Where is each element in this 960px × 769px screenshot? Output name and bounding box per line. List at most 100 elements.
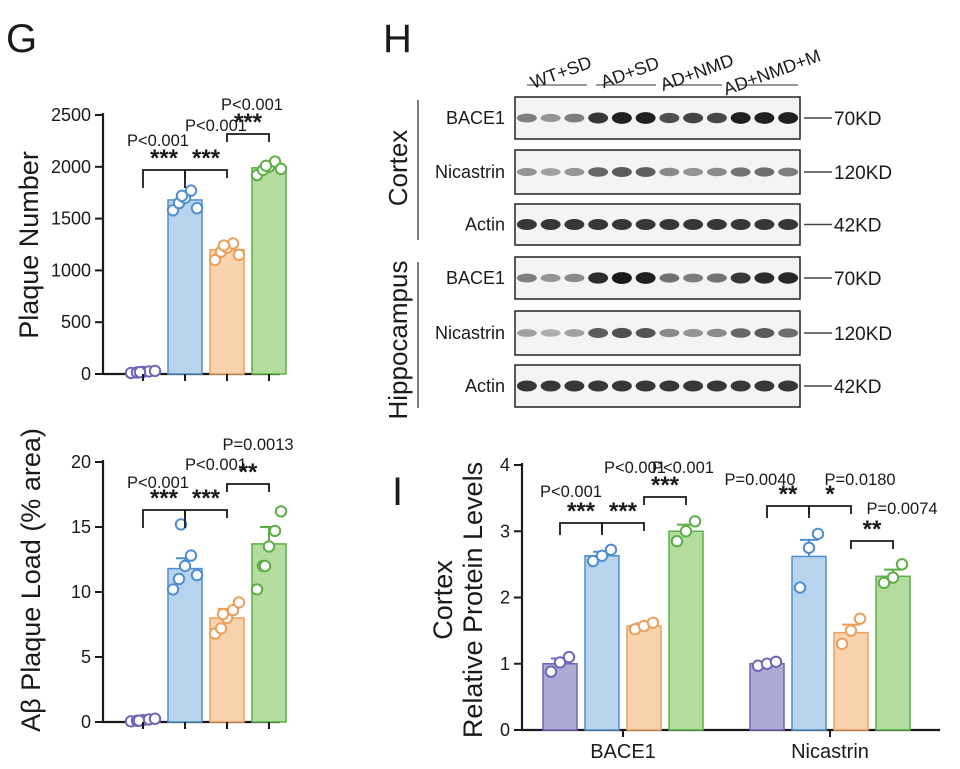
blot-band xyxy=(564,329,585,337)
blot-band xyxy=(754,380,775,392)
data-point-ad-nmd xyxy=(217,239,231,252)
p-value-label: P<0.001 xyxy=(604,459,666,477)
data-point-ad-nmd-m xyxy=(258,559,272,573)
molecular-weight-label: 120KD xyxy=(834,163,892,184)
data-point-ad-sd xyxy=(175,189,189,203)
blot-band xyxy=(730,112,751,124)
x-category-label: BACE1 xyxy=(590,741,656,763)
y-tick-label: 15 xyxy=(71,517,91,537)
blot-band xyxy=(540,380,561,392)
blot-band xyxy=(683,167,704,177)
molecular-weight-label: 70KD xyxy=(834,269,882,290)
blot-band xyxy=(754,328,775,338)
p-value-label: P<0.001 xyxy=(127,474,189,492)
blot-band xyxy=(635,219,656,230)
blot-band xyxy=(730,328,751,338)
blot-strip-hippocampus-actin xyxy=(514,364,801,408)
bar-ad-nmd-m xyxy=(251,167,287,375)
blot-row-label: Actin xyxy=(465,376,505,396)
blot-band xyxy=(540,168,561,176)
significance-stars: *** xyxy=(192,485,221,512)
data-point-ad-nmd-m xyxy=(274,162,288,176)
blot-band xyxy=(540,273,561,283)
data-point-ad-nmd-m xyxy=(679,525,693,538)
p-value-label: P<0.001 xyxy=(540,483,602,501)
data-point-ad-sd xyxy=(172,572,186,586)
data-point-ad-nmd-m xyxy=(268,524,282,538)
blot-band xyxy=(778,219,799,230)
significance-bracket xyxy=(643,496,687,505)
significance-stars: *** xyxy=(234,109,263,136)
molecular-weight-label: 42KD xyxy=(834,216,882,237)
p-value-label: P=0.0013 xyxy=(222,436,293,454)
blot-band xyxy=(516,329,537,337)
blot-band xyxy=(706,380,727,392)
data-point-wt-sd xyxy=(132,714,146,727)
blot-band xyxy=(611,219,632,230)
data-point-ad-sd xyxy=(604,543,618,556)
data-point-ad-nmd-m xyxy=(895,558,909,571)
blot-strip-cortex-actin xyxy=(514,203,801,246)
data-point-ad-sd xyxy=(586,554,600,568)
blot-frame xyxy=(514,149,801,195)
data-point-ad-sd xyxy=(793,581,807,594)
p-value-label: P<0.001 xyxy=(185,456,247,474)
blot-band xyxy=(754,112,775,124)
blot-band xyxy=(778,112,799,124)
blot-band xyxy=(516,113,537,123)
data-point-ad-sd xyxy=(802,541,816,555)
p-value-label: P=0.0180 xyxy=(824,471,895,489)
bar-ad-nmd-m xyxy=(251,543,287,723)
blot-band xyxy=(754,167,775,177)
y-tick-label: 4 xyxy=(500,455,510,475)
data-point-ad-sd xyxy=(184,549,198,562)
panel-letter-g: G xyxy=(6,17,37,61)
y-tick-label: 3 xyxy=(500,521,510,541)
blot-band xyxy=(683,380,704,392)
data-point-ad-nmd xyxy=(232,596,246,609)
data-point-ad-sd xyxy=(174,518,188,531)
bar-ad-nmd xyxy=(626,625,662,731)
blot-band xyxy=(516,219,537,230)
data-point-ad-sd xyxy=(178,559,192,573)
significance-stars: ** xyxy=(863,516,882,543)
data-point-ad-nmd xyxy=(835,637,849,651)
data-point-wt-sd xyxy=(148,364,162,378)
significance-stars: * xyxy=(825,481,835,508)
blot-frame xyxy=(514,256,801,300)
significance-bracket xyxy=(601,522,645,531)
blot-band xyxy=(564,167,585,177)
blot-row-label: BACE1 xyxy=(446,268,505,288)
blot-band xyxy=(516,380,537,392)
data-point-ad-sd xyxy=(811,527,825,541)
data-point-ad-nmd xyxy=(646,616,660,629)
data-point-wt-sd xyxy=(562,650,576,664)
y-tick-label: 10 xyxy=(71,582,91,602)
significance-bracket xyxy=(142,509,186,528)
blot-band xyxy=(659,112,680,124)
y-tick-label: 0 xyxy=(81,364,91,384)
significance-stars: *** xyxy=(609,498,638,525)
blot-band xyxy=(516,167,537,177)
lane-group-label: AD+SD xyxy=(598,53,662,92)
blot-band xyxy=(659,328,680,338)
blot-band xyxy=(611,272,632,284)
data-point-ad-nmd-m xyxy=(262,540,276,553)
blot-row-label: Nicastrin xyxy=(435,162,505,182)
bar-ad-nmd-m xyxy=(668,530,704,731)
blot-band xyxy=(564,380,585,392)
blot-band xyxy=(588,272,609,284)
data-point-ad-nmd xyxy=(853,612,867,625)
blot-strip-hippocampus-bace1 xyxy=(514,256,801,300)
blot-band xyxy=(778,272,799,284)
y-tick-label: 0 xyxy=(81,712,91,732)
blot-band xyxy=(635,112,656,124)
blot-band xyxy=(754,272,775,284)
region-label-cortex: Cortex xyxy=(383,130,413,207)
bar-ad-nmd xyxy=(209,248,245,375)
y-tick-label: 0 xyxy=(500,720,510,740)
data-point-ad-nmd-m xyxy=(688,515,702,528)
blot-band xyxy=(540,113,561,123)
significance-stars: *** xyxy=(150,485,179,512)
